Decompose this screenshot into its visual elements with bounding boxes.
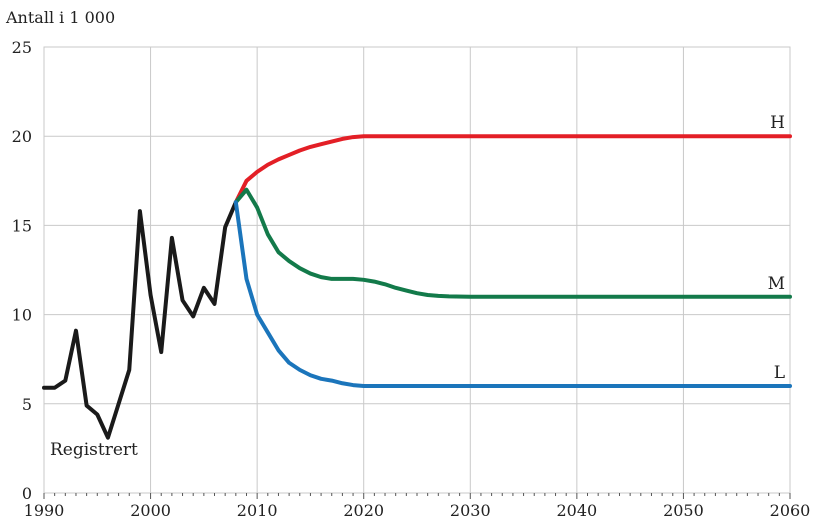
x-tick-label: 2060 bbox=[770, 501, 811, 520]
series-annotation-registrert: Registrert bbox=[50, 440, 138, 460]
x-tick-label: 2010 bbox=[237, 501, 278, 520]
axis-ticks bbox=[43, 493, 791, 499]
x-tick-label: 2020 bbox=[343, 501, 384, 520]
series-line-registrert bbox=[42, 200, 238, 440]
y-tick-label: 25 bbox=[12, 38, 32, 57]
grid-lines bbox=[44, 47, 790, 493]
x-tick-label: 2050 bbox=[663, 501, 704, 520]
series-line-l bbox=[233, 200, 792, 388]
x-tick-label: 2000 bbox=[130, 501, 171, 520]
series-annotations: Registrert H M L bbox=[50, 113, 785, 460]
series-lines bbox=[42, 134, 792, 440]
series-line-h bbox=[233, 134, 792, 205]
series-line-m bbox=[233, 187, 792, 299]
y-tick-label: 15 bbox=[12, 216, 32, 235]
x-tick-label: 1990 bbox=[24, 501, 65, 520]
y-tick-label: 10 bbox=[12, 306, 32, 325]
tick-labels: 0 5 10 15 20 25 1990 2000 2010 2020 2030 2040 2050 20… bbox=[12, 38, 811, 520]
y-tick-label: 5 bbox=[22, 395, 32, 414]
y-axis-unit-label: Antall i 1 000 bbox=[5, 8, 115, 27]
series-annotation-m: M bbox=[768, 274, 785, 294]
plot-frame bbox=[43, 46, 791, 494]
x-tick-label: 2040 bbox=[556, 501, 597, 520]
series-annotation-h: H bbox=[770, 113, 785, 133]
y-tick-label: 0 bbox=[22, 484, 32, 503]
x-tick-label: 2030 bbox=[450, 501, 491, 520]
series-annotation-l: L bbox=[774, 363, 785, 383]
y-tick-label: 20 bbox=[12, 127, 32, 146]
